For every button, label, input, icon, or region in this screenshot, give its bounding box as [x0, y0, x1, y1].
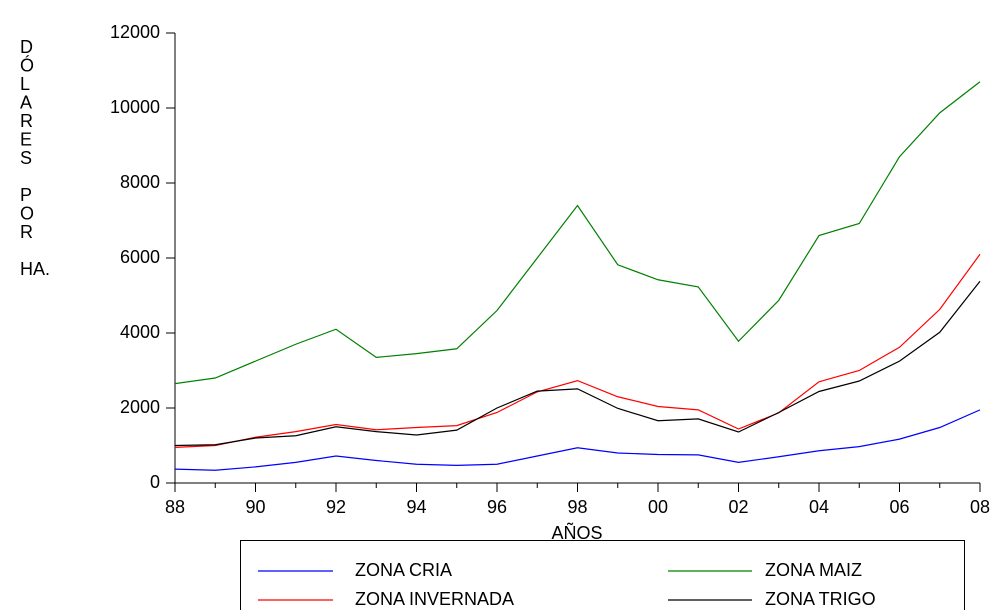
y-tick-label: 6000 — [120, 247, 160, 267]
x-axis-label: AÑOS — [551, 522, 602, 543]
legend-label: ZONA CRIA — [355, 560, 452, 580]
x-tick-label: 00 — [648, 497, 668, 517]
series-line — [174, 409, 981, 471]
legend-label: ZONA INVERNADA — [355, 589, 514, 609]
legend-label: ZONA TRIGO — [765, 589, 876, 609]
x-tick-label: 88 — [165, 497, 185, 517]
x-tick-label: 92 — [326, 497, 346, 517]
x-tick-label: 04 — [809, 497, 829, 517]
x-tick-label: 98 — [567, 497, 587, 517]
x-tick-label: 90 — [245, 497, 265, 517]
x-tick-label: 02 — [728, 497, 748, 517]
legend-box — [240, 540, 965, 610]
series-line — [174, 81, 981, 385]
series-line — [174, 280, 981, 447]
x-tick-label: 96 — [487, 497, 507, 517]
series-line — [174, 253, 981, 448]
y-tick-label: 0 — [150, 472, 160, 492]
x-tick-label: 06 — [889, 497, 909, 517]
y-tick-label: 2000 — [120, 397, 160, 417]
y-tick-label: 10000 — [110, 97, 160, 117]
x-tick-label: 94 — [406, 497, 426, 517]
y-tick-label: 8000 — [120, 172, 160, 192]
legend-label: ZONA MAIZ — [765, 560, 862, 580]
x-tick-label: 08 — [970, 497, 990, 517]
y-tick-label: 4000 — [120, 322, 160, 342]
y-tick-label: 12000 — [110, 22, 160, 42]
